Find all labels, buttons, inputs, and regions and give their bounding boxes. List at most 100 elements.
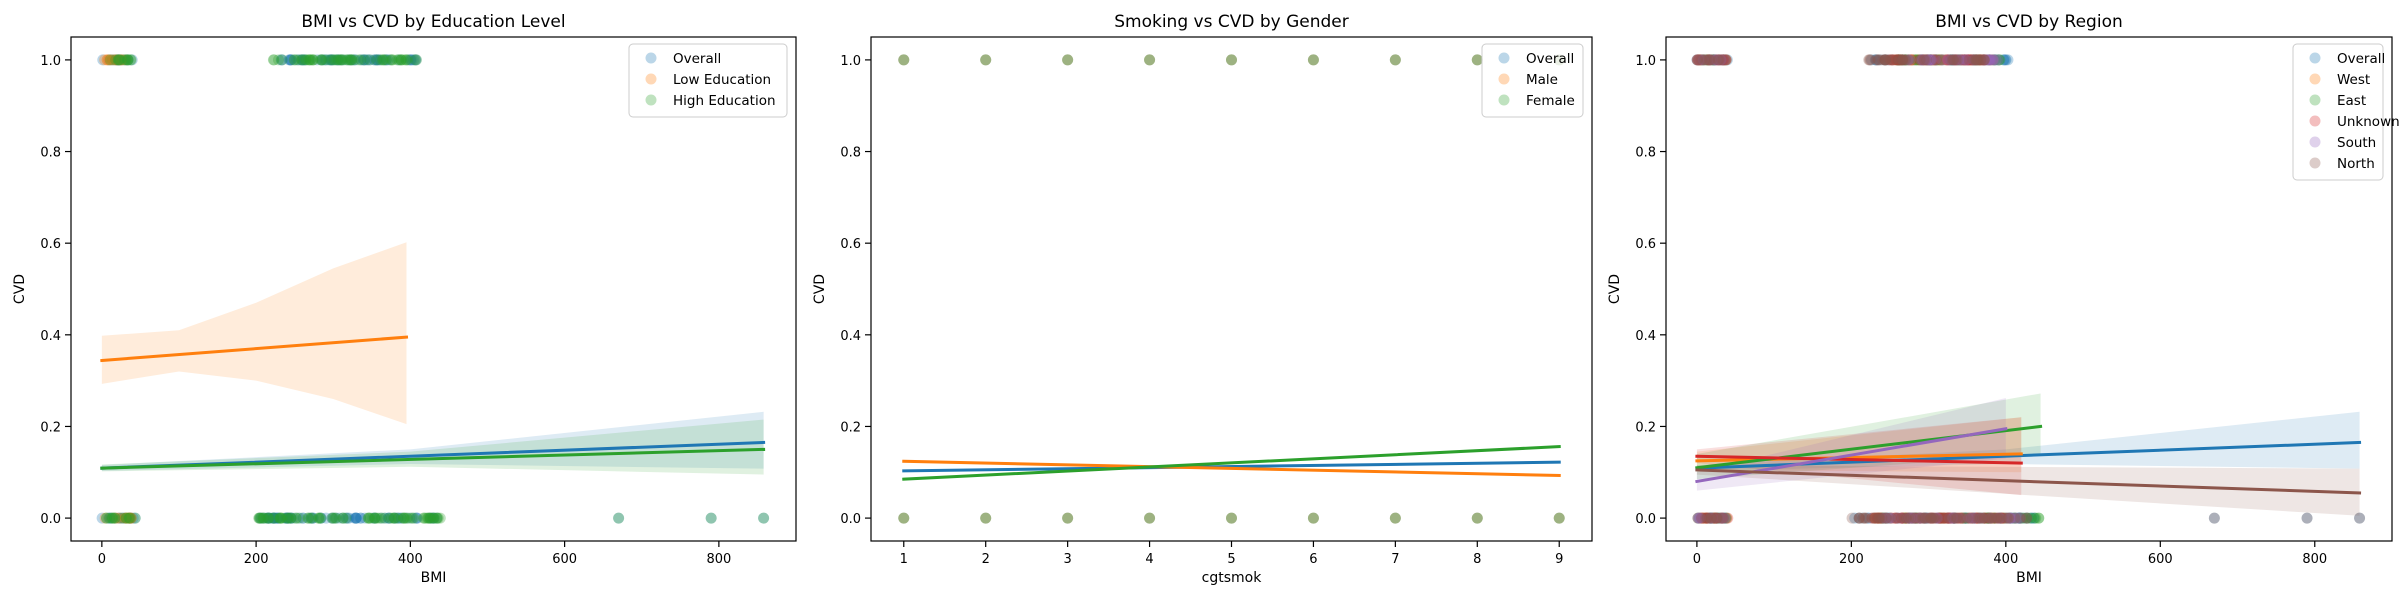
- data-point: [1891, 54, 1903, 66]
- data-point: [1905, 54, 1917, 66]
- data-point: [1986, 512, 1998, 524]
- data-point: [1968, 512, 1980, 524]
- data-point: [1853, 512, 1865, 524]
- data-point: [359, 54, 371, 66]
- data-point: [358, 54, 370, 66]
- data-point: [1706, 512, 1718, 524]
- y-tick-label: 0.2: [1635, 420, 1656, 435]
- data-point: [1693, 512, 1705, 524]
- data-point: [1884, 512, 1896, 524]
- data-point: [1990, 54, 2002, 66]
- data-point: [1926, 512, 1938, 524]
- data-point: [1713, 54, 1725, 66]
- data-point: [1988, 54, 2000, 66]
- data-point: [313, 512, 325, 524]
- data-point: [1707, 54, 1719, 66]
- data-point: [1869, 512, 1881, 524]
- data-point: [114, 512, 126, 524]
- data-point: [290, 512, 302, 524]
- data-point: [1942, 512, 1954, 524]
- data-point: [279, 512, 291, 524]
- data-point: [1995, 512, 2007, 524]
- data-point: [1707, 512, 1719, 524]
- data-point: [397, 512, 409, 524]
- data-point: [2001, 512, 2013, 524]
- legend-label: West: [2337, 72, 2370, 88]
- data-point: [1912, 54, 1924, 66]
- series-overall: [898, 54, 1565, 524]
- data-point: [2002, 54, 2014, 66]
- legend-label: Male: [1526, 72, 1558, 88]
- data-point: [1698, 512, 1710, 524]
- data-point: [2301, 512, 2313, 524]
- data-point: [424, 512, 436, 524]
- data-point: [1959, 512, 1971, 524]
- regression-line: [902, 459, 1561, 478]
- data-point: [398, 512, 410, 524]
- data-point: [1903, 512, 1915, 524]
- data-point: [1957, 512, 1969, 524]
- data-point: [1894, 54, 1906, 66]
- data-point: [1918, 512, 1930, 524]
- data-point: [1968, 54, 1980, 66]
- data-point: [395, 512, 407, 524]
- data-point: [1977, 54, 1989, 66]
- axes-frame: [1665, 36, 2393, 542]
- data-point: [1868, 512, 1880, 524]
- data-point: [330, 54, 342, 66]
- data-point: [1904, 512, 1916, 524]
- data-point: [1971, 512, 1983, 524]
- regression-line: [1695, 452, 2023, 463]
- data-point: [1947, 54, 1959, 66]
- data-point: [1962, 54, 1974, 66]
- data-point: [1945, 512, 1957, 524]
- x-tick-label: 1: [900, 552, 908, 567]
- y-axis-label: CVD: [812, 274, 828, 304]
- data-point: [1389, 512, 1401, 524]
- data-point: [377, 54, 389, 66]
- data-point: [1880, 512, 1892, 524]
- x-tick-label: 2: [982, 552, 990, 567]
- data-point: [1892, 54, 1904, 66]
- data-point: [1867, 512, 1879, 524]
- data-point: [1896, 54, 1908, 66]
- data-point: [1144, 512, 1156, 524]
- data-point: [1889, 512, 1901, 524]
- data-point: [400, 54, 412, 66]
- chart-title: Smoking vs CVD by Gender: [1114, 12, 1349, 32]
- data-point: [1925, 512, 1937, 524]
- data-point: [1978, 512, 1990, 524]
- regression-line: [100, 447, 766, 470]
- data-point: [1910, 512, 1922, 524]
- data-point: [257, 512, 269, 524]
- data-point: [1989, 512, 2001, 524]
- data-point: [1922, 54, 1934, 66]
- data-point: [1983, 512, 1995, 524]
- data-point: [1862, 512, 1874, 524]
- data-point: [262, 512, 274, 524]
- data-point: [1914, 512, 1926, 524]
- data-point: [1941, 54, 1953, 66]
- data-point: [280, 512, 292, 524]
- data-point: [1967, 512, 1979, 524]
- legend-marker: [2309, 94, 2321, 106]
- data-point: [1909, 512, 1921, 524]
- data-point: [116, 512, 128, 524]
- data-point: [315, 512, 327, 524]
- data-point: [274, 512, 286, 524]
- data-point: [1909, 54, 1921, 66]
- y-tick-label: 1.0: [40, 54, 61, 69]
- data-point: [1914, 512, 1926, 524]
- x-tick-label: 200: [1839, 552, 1864, 567]
- data-point: [1719, 512, 1731, 524]
- data-point: [264, 512, 276, 524]
- data-point: [1710, 54, 1722, 66]
- data-point: [1707, 54, 1719, 66]
- data-point: [1880, 54, 1892, 66]
- data-point: [1471, 512, 1483, 524]
- data-point: [1873, 54, 1885, 66]
- data-point: [1712, 512, 1724, 524]
- data-point: [1968, 54, 1980, 66]
- data-point: [1962, 54, 1974, 66]
- data-point: [1933, 512, 1945, 524]
